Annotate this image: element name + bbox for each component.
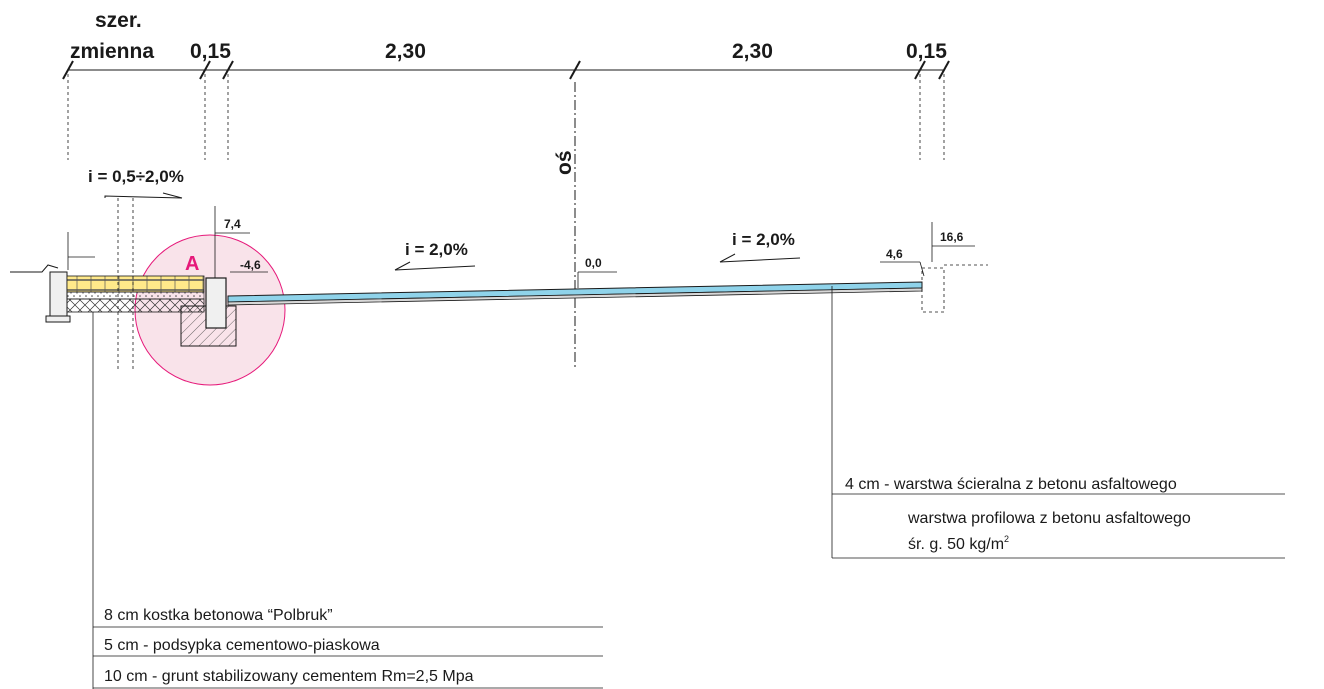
curb-stone xyxy=(205,277,227,329)
axis-level-value: 0,0 xyxy=(585,256,602,270)
left-lane-slope: i = 2,0% xyxy=(405,240,468,259)
road-layers-callout: 4 cm - warstwa ścieralna z betonu asfalt… xyxy=(831,286,1285,559)
dimension-tick xyxy=(914,60,926,80)
edge-wall-footing xyxy=(45,315,71,323)
sidewalk-slope-label: i = 0,5÷2,0% xyxy=(88,167,184,186)
dimension-tick xyxy=(199,60,211,80)
right-slope-arrow-head xyxy=(719,253,736,263)
slope-arrow-head xyxy=(162,192,183,199)
dimension-chain: szer. zmienna 0,15 2,30 2,30 0,15 xyxy=(62,9,950,160)
right-edge-outline xyxy=(921,267,945,313)
sidewalk-structure: i = 0,5÷2,0% xyxy=(10,167,205,370)
terrain-line xyxy=(10,264,59,273)
road-layer-wearing: 4 cm - warstwa ścieralna z betonu asfalt… xyxy=(845,476,1177,493)
right-lane-slope: i = 2,0% xyxy=(732,230,795,249)
right-edge: 16,6 4,6 xyxy=(880,222,988,313)
left-slope-arrow xyxy=(394,265,476,271)
variable-width-label-line1: szer. xyxy=(95,9,142,32)
lane-left-dimension: 2,30 xyxy=(385,40,426,63)
sidewalk-layer-base: 10 cm - grunt stabilizowany cementem Rm=… xyxy=(104,668,474,685)
axis-label: oś xyxy=(553,150,576,175)
slope-arrow xyxy=(104,195,183,199)
curb-left: 7,4 -4,6 A xyxy=(180,206,268,347)
bedding-layer xyxy=(66,291,205,300)
variable-width-label-line2: zmienna xyxy=(70,40,154,63)
axis-level: 0,0 xyxy=(577,256,617,288)
dimension-tick xyxy=(62,60,74,80)
right-edge-level: 4,6 xyxy=(886,247,903,261)
edge-wall xyxy=(49,271,68,317)
sidewalk-layer-paving: 8 cm kostka betonowa “Polbruk” xyxy=(104,607,333,624)
curb-top-level: 7,4 xyxy=(224,217,241,231)
right-top-level: 16,6 xyxy=(940,230,964,244)
curb-edge-level: -4,6 xyxy=(240,258,261,272)
right-edge-leader xyxy=(919,261,925,277)
right-slope-arrow xyxy=(719,257,801,263)
dimension-tick xyxy=(938,60,950,80)
road-slopes: i = 2,0% i = 2,0% xyxy=(394,230,801,271)
dimension-tick xyxy=(222,60,234,80)
road-axis: oś xyxy=(553,82,576,370)
curb-left-dimension: 0,15 xyxy=(190,40,231,63)
dimension-tick xyxy=(569,60,581,80)
paving-block-layer xyxy=(66,275,205,293)
lane-right-dimension: 2,30 xyxy=(732,40,773,63)
road-layer-profiling-rate: śr. g. 50 kg/m2 xyxy=(908,534,1009,553)
road-layer-profiling: warstwa profilowa z betonu asfaltowego xyxy=(907,510,1191,527)
detail-a-label: A xyxy=(185,253,199,275)
curb-right-dimension: 0,15 xyxy=(906,40,947,63)
left-slope-arrow-head xyxy=(394,261,411,271)
sidewalk-layers-callout: 8 cm kostka betonowa “Polbruk” 5 cm - po… xyxy=(92,312,603,689)
sidewalk-layer-bedding: 5 cm - podsypka cementowo-piaskowa xyxy=(104,637,380,654)
